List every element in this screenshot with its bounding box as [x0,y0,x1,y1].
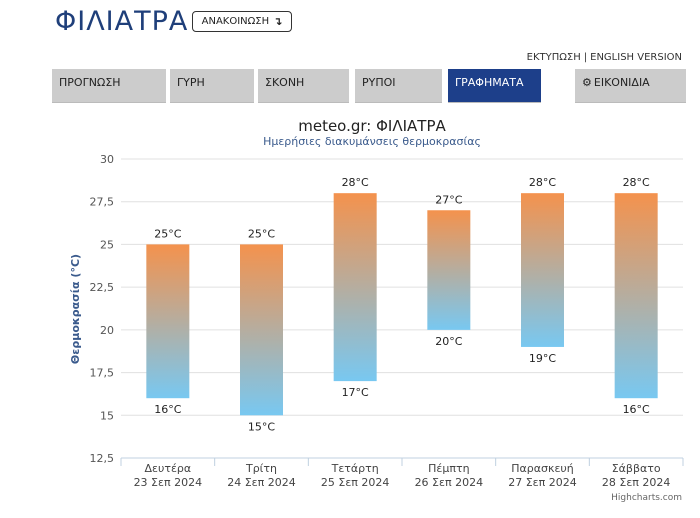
tab-label: ΓΥΡΗ [177,76,205,89]
x-tick-label-date: 25 Σεπ 2024 [321,476,390,489]
temperature-bar [521,193,564,347]
top-links: ΕΚΤΥΠΩΣΗ | ENGLISH VERSION [527,52,682,63]
high-data-label: 25°C [248,227,275,240]
high-data-label: 28°C [529,176,556,189]
chart-credits[interactable]: Highcharts.com [611,493,682,503]
temperature-bar [614,193,658,399]
return-arrow-icon: ↴ [273,15,283,28]
high-data-label: 27°C [435,193,462,206]
y-tick-label: 17,5 [90,367,115,380]
y-tick-label: 15 [100,409,114,422]
data-labels: 25°C 16°C 25°C 15°C 28°C 17°C 27°C 20°C 28°C 19°C… [154,176,650,433]
low-data-label: 15°C [248,420,275,433]
tab-pollen[interactable]: ΓΥΡΗ [170,69,254,103]
tab-label: ΕΙΚΟΝΙΔΙΑ [593,76,650,89]
y-axis-title: Θερμοκρασία (°C) [69,254,82,364]
y-tick-label: 12,5 [90,452,115,465]
tab-forecast[interactable]: ΠΡΟΓΝΩΣΗ [52,69,166,103]
low-data-label: 20°C [435,335,462,348]
high-data-label: 28°C [623,176,650,189]
announcement-label: ΑΝΑΚΟΙΝΩΣΗ [201,16,270,27]
x-tick-label-day: Σάββατο [612,462,661,475]
low-data-label: 16°C [154,403,181,416]
grid-lines [121,158,683,416]
y-tick-label: 22,5 [90,281,115,294]
low-data-label: 17°C [342,386,369,399]
link-separator: | [583,52,588,63]
announcement-button[interactable]: ΑΝΑΚΟΙΝΩΣΗ ↴ [192,11,292,32]
x-tick-label-day: Παρασκευή [511,462,574,475]
y-tick-label: 25 [100,238,114,251]
x-tick-label-day: Τρίτη [245,462,277,475]
high-data-label: 25°C [154,227,181,240]
x-tick-label-date: 27 Σεπ 2024 [508,476,577,489]
tab-charts[interactable]: ΓΡΑΦΗΜΑΤΑ [448,69,541,103]
tab-label: ΡΥΠΟΙ [362,76,396,89]
temperature-bar [240,244,283,416]
temperature-bar [333,193,377,382]
page-title: ΦΙΛΙΑΤΡΑ [55,6,189,37]
bar-series [146,193,658,416]
tab-label: ΣΚΟΝΗ [265,76,305,89]
y-tick-label: 20 [100,324,114,337]
high-data-label: 28°C [342,176,369,189]
chart-subtitle: Ημερήσιες διακυμάνσεις θερμοκρασίας [263,135,481,148]
y-tick-label: 30 [100,153,114,166]
y-tick-label: 27,5 [90,196,115,209]
x-tick-label-day: Πέμπτη [428,462,469,475]
low-data-label: 16°C [623,403,650,416]
x-tick-label-day: Τετάρτη [331,462,379,475]
print-link[interactable]: ΕΚΤΥΠΩΣΗ [526,52,581,63]
tab-icons[interactable]: ⚙ ΕΙΚΟΝΙΔΙΑ [575,69,686,103]
gear-icon: ⚙ [582,76,592,89]
main-tabs: ΠΡΟΓΝΩΣΗ ΓΥΡΗ ΣΚΟΝΗ ΡΥΠΟΙ ΓΡΑΦΗΜΑΤΑ ⚙ ΕΙΚ… [52,69,700,103]
tab-label: ΓΡΑΦΗΜΑΤΑ [455,76,524,89]
x-tick-label-day: Δευτέρα [145,462,192,475]
temperature-bar [146,244,190,399]
english-version-link[interactable]: ENGLISH VERSION [590,52,682,63]
chart-title: meteo.gr: ΦΙΛΙΑΤΡΑ [298,117,446,135]
x-tick-label-date: 28 Σεπ 2024 [602,476,671,489]
tab-dust[interactable]: ΣΚΟΝΗ [258,69,349,103]
x-tick-label-date: 24 Σεπ 2024 [227,476,296,489]
x-tick-label-date: 23 Σεπ 2024 [134,476,203,489]
temperature-bar [427,210,471,330]
x-tick-label-date: 26 Σεπ 2024 [415,476,484,489]
tab-pollutants[interactable]: ΡΥΠΟΙ [355,69,442,103]
low-data-label: 19°C [529,352,556,365]
tab-label: ΠΡΟΓΝΩΣΗ [59,76,121,89]
